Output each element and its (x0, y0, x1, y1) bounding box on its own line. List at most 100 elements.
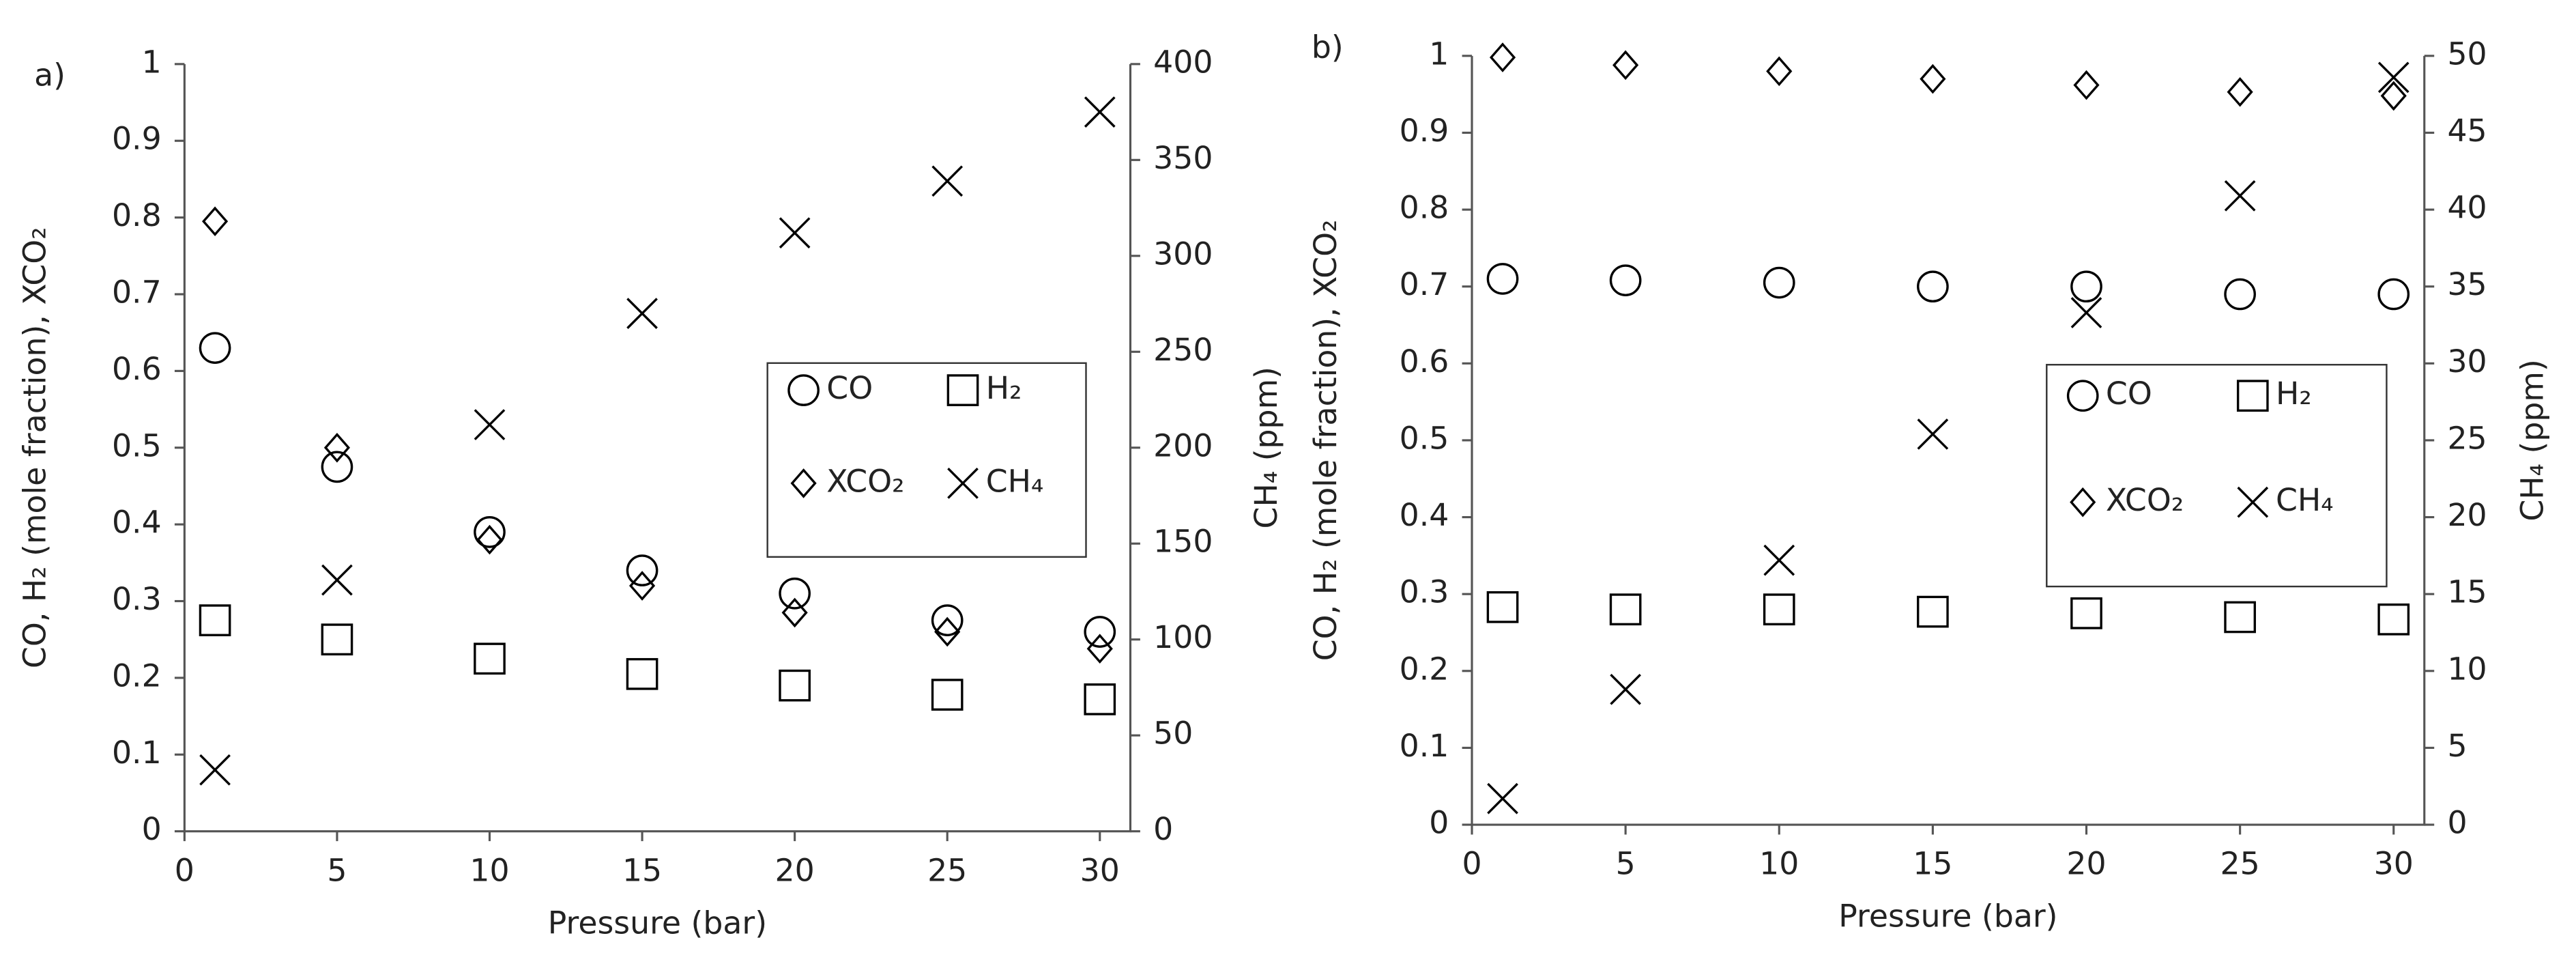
y2-tick-label: 10 (2447, 651, 2487, 687)
marker-square (1917, 595, 1949, 628)
marker-diamond (1086, 634, 1113, 664)
y2-axis-label: CH₄ (ppm) (1248, 367, 1284, 528)
y2-axis-label: CH₄ (ppm) (2515, 359, 2551, 521)
marker-cross (1763, 544, 1795, 576)
legend-box (766, 362, 1087, 558)
y2-tick-label: 15 (2447, 574, 2487, 610)
legend-label: CH₄ (2276, 482, 2334, 518)
y-tick-label: 0.8 (1400, 190, 1449, 226)
marker-circle (2377, 278, 2410, 311)
marker-diamond (476, 524, 503, 555)
y-tick-label: 0 (1429, 805, 1449, 841)
marker-diamond (1920, 63, 1946, 94)
y-tick-label: 0.5 (112, 427, 162, 464)
legend-label: H₂ (2276, 375, 2312, 412)
marker-cross (1084, 96, 1116, 128)
marker-cross (321, 564, 353, 596)
legend-label: H₂ (986, 370, 1022, 406)
x-axis-label: Pressure (bar) (1838, 898, 2057, 935)
marker-square (199, 604, 231, 636)
marker-circle (199, 332, 231, 365)
y-tick-label: 0.7 (1400, 266, 1449, 302)
marker-circle (2066, 380, 2099, 412)
x-tick-label: 10 (1759, 846, 1799, 882)
legend-label: CO (826, 370, 873, 406)
y2-tick-label: 35 (2447, 266, 2487, 302)
y2-tick-label: 25 (2447, 420, 2487, 456)
marker-cross (2224, 180, 2256, 212)
marker-circle (1084, 616, 1116, 648)
y2-tick-label: 5 (2447, 728, 2467, 764)
y-tick-label: 0.9 (112, 121, 162, 157)
legend-label: XCO₂ (2106, 482, 2184, 518)
marker-cross (199, 754, 231, 786)
x-axis-label: Pressure (bar) (548, 905, 767, 941)
marker-diamond (934, 616, 961, 647)
marker-diamond (790, 468, 817, 498)
marker-cross (2237, 486, 2269, 518)
marker-square (626, 657, 659, 690)
y-tick-label: 0.8 (112, 197, 162, 233)
marker-cross (779, 217, 811, 248)
marker-cross (474, 409, 506, 440)
marker-square (2224, 601, 2256, 634)
marker-cross (1487, 782, 1518, 814)
marker-square (946, 374, 979, 406)
y-tick-label: 1 (142, 44, 162, 80)
y2-tick-label: 0 (1153, 811, 1173, 847)
y-tick-label: 0.4 (1400, 497, 1449, 533)
legend-label: XCO₂ (826, 463, 904, 499)
y-tick-label: 0.4 (112, 505, 162, 541)
marker-cross (1917, 418, 1949, 450)
y-tick-label: 0.6 (1400, 343, 1449, 380)
y2-tick-label: 100 (1153, 619, 1213, 655)
marker-diamond (628, 571, 656, 601)
x-tick-label: 5 (1616, 846, 1636, 882)
y2-tick-label: 200 (1153, 427, 1213, 464)
y2-tick-label: 50 (2447, 35, 2487, 72)
legend: CO H₂ XCO₂ CH₄ (766, 362, 1087, 558)
y2-tick-label: 20 (2447, 497, 2487, 533)
y-tick-label: 0 (142, 811, 162, 847)
marker-square (931, 679, 964, 711)
x-tick-label: 20 (775, 852, 815, 888)
legend-box (2046, 364, 2388, 588)
marker-diamond (1766, 56, 1793, 87)
x-tick-label: 10 (469, 852, 509, 888)
marker-circle (474, 516, 506, 548)
y-tick-label: 0.2 (112, 657, 162, 694)
y2-tick-label: 50 (1153, 715, 1193, 752)
y-tick-label: 0.6 (112, 351, 162, 387)
x-tick-label: 0 (1462, 846, 1481, 882)
y-tick-label: 0.3 (1400, 574, 1449, 610)
legend-label: CH₄ (986, 463, 1044, 499)
marker-diamond (781, 597, 808, 628)
y2-tick-label: 45 (2447, 113, 2487, 149)
y2-tick-label: 250 (1153, 332, 1213, 368)
y2-tick-label: 350 (1153, 140, 1213, 176)
marker-diamond (2227, 76, 2253, 107)
x-tick-label: 25 (927, 852, 967, 888)
x-tick-label: 20 (2066, 846, 2106, 882)
x-tick-label: 30 (2374, 846, 2414, 882)
y-tick-label: 0.1 (1400, 728, 1449, 764)
marker-square (321, 623, 353, 656)
marker-circle (1763, 266, 1795, 299)
panel-label: a) (34, 57, 66, 94)
marker-circle (321, 451, 353, 483)
y-tick-label: 0.9 (1400, 113, 1449, 149)
panel-label: b) (1312, 29, 1344, 66)
marker-circle (787, 374, 820, 406)
marker-circle (1609, 264, 1642, 297)
marker-square (2236, 380, 2269, 412)
y2-tick-label: 40 (2447, 190, 2487, 226)
marker-square (1763, 593, 1795, 626)
marker-cross (931, 165, 964, 197)
y-axis-label: CO, H₂ (mole fraction), XCO₂ (16, 227, 53, 668)
marker-circle (1917, 270, 1949, 303)
legend: CO H₂ XCO₂ CH₄ (2046, 364, 2388, 588)
x-tick-label: 0 (175, 852, 194, 888)
y2-tick-label: 30 (2447, 343, 2487, 380)
